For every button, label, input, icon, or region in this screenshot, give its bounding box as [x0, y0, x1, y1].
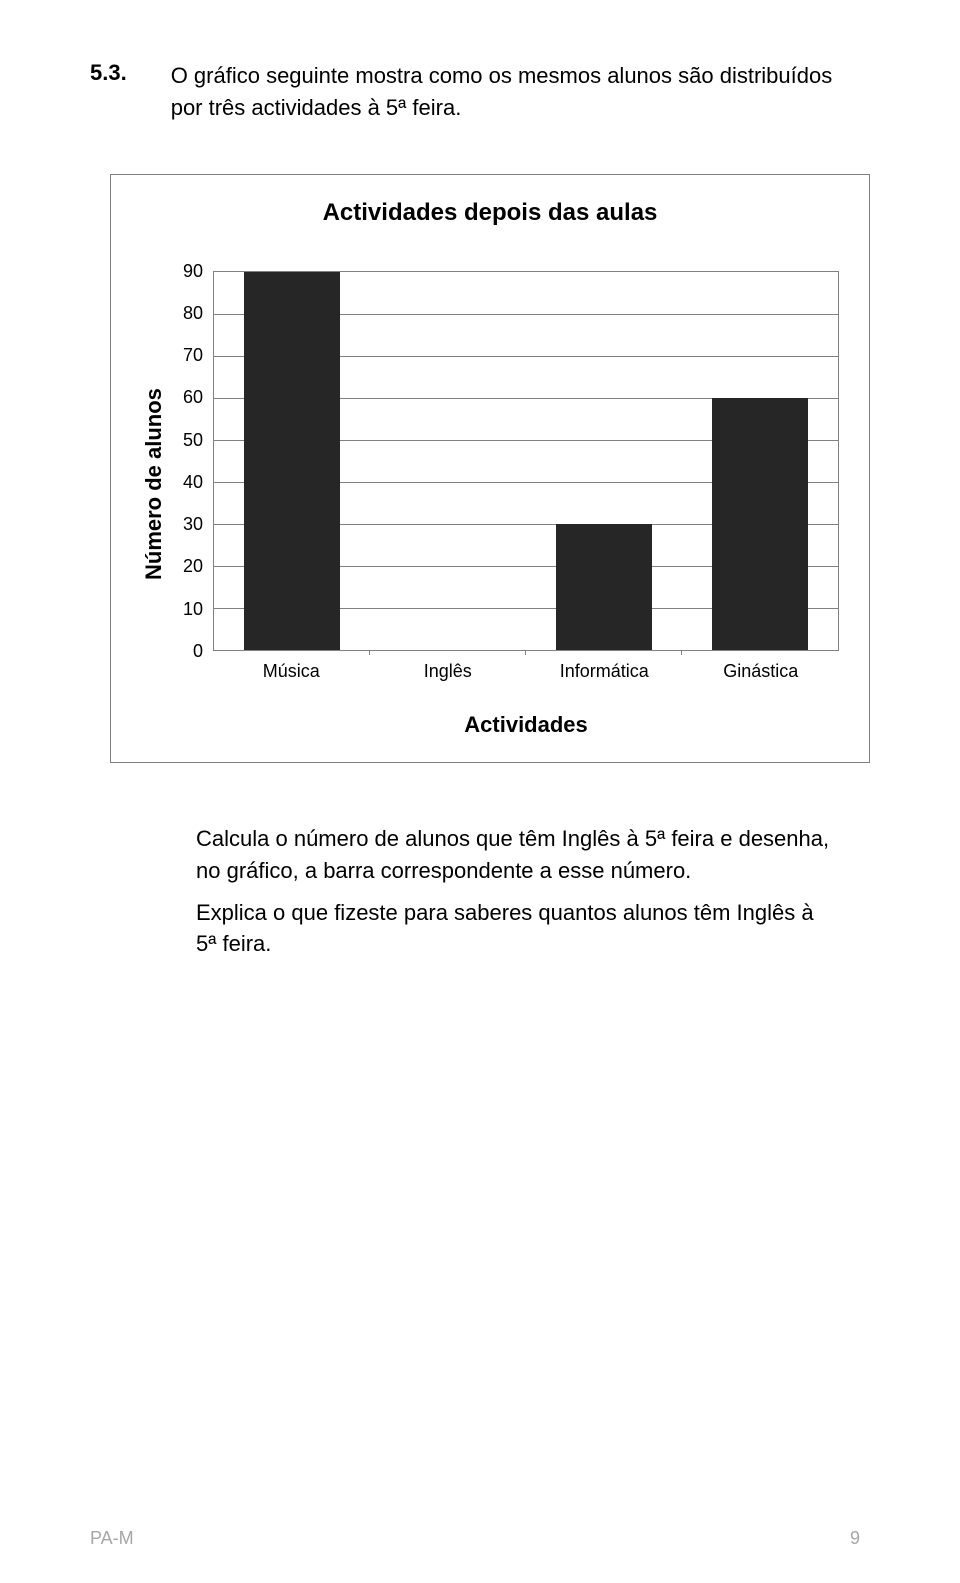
y-axis-label: Número de alunos [141, 271, 173, 738]
chart-body: Número de alunos 9080706050403020100 Mús… [141, 271, 839, 738]
x-tick-label: Inglês [370, 651, 527, 682]
page-footer: PA-M 9 [90, 1528, 860, 1549]
task-block: Calcula o número de alunos que têm Inglê… [196, 823, 830, 961]
chart-panel: Actividades depois das aulas Número de a… [110, 174, 870, 763]
bar-slot [370, 272, 526, 650]
x-axis-label: Actividades [213, 712, 839, 738]
plot-wrap: MúsicaInglêsInformáticaGinástica Activid… [213, 271, 839, 738]
x-tick-label: Ginástica [683, 651, 840, 682]
bar-slot [214, 272, 370, 650]
bar [556, 524, 653, 650]
bar-slot [682, 272, 838, 650]
task-paragraph-1: Calcula o número de alunos que têm Inglê… [196, 823, 830, 887]
x-tick-label: Informática [526, 651, 683, 682]
question-text: O gráfico seguinte mostra como os mesmos… [171, 60, 870, 124]
question-number: 5.3. [90, 60, 127, 124]
x-axis-labels: MúsicaInglêsInformáticaGinástica [213, 651, 839, 682]
task-paragraph-2: Explica o que fizeste para saberes quant… [196, 897, 830, 961]
bar-slot [526, 272, 682, 650]
y-axis-ticks: 9080706050403020100 [173, 271, 213, 651]
bar [712, 398, 809, 650]
plot-area [213, 271, 839, 651]
footer-page-number: 9 [850, 1528, 860, 1549]
chart-title: Actividades depois das aulas [141, 199, 839, 227]
footer-left: PA-M [90, 1528, 134, 1549]
bar [244, 272, 341, 650]
x-tick-label: Música [213, 651, 370, 682]
bar-group [214, 272, 838, 650]
question-block: 5.3. O gráfico seguinte mostra como os m… [90, 60, 870, 124]
